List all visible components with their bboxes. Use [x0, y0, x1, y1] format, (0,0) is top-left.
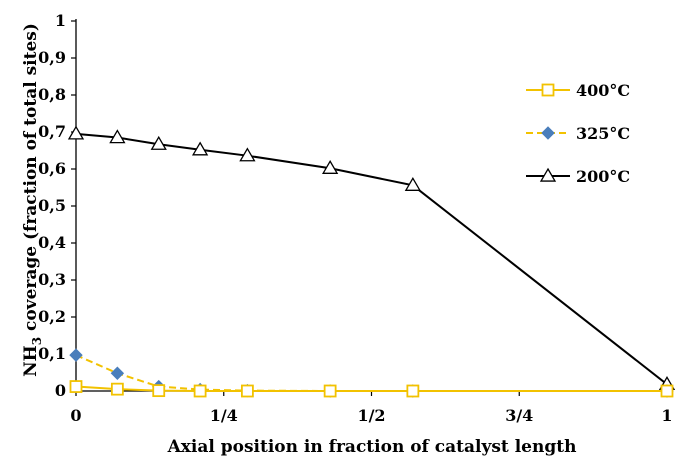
series-line	[75, 132, 668, 386]
y-tick-label: 0,8	[38, 85, 66, 104]
y-tick-label: 0,5	[38, 196, 66, 215]
data-point	[69, 348, 83, 362]
y-tick-label: 0	[55, 381, 66, 400]
data-point	[109, 129, 126, 144]
x-tick-label: 1/4	[210, 406, 238, 425]
x-tick-label: 3/4	[505, 406, 533, 425]
y-tick-label: 0,2	[38, 307, 66, 326]
y-tick-label: 0,9	[38, 48, 66, 67]
y-tick-label: 1	[55, 11, 66, 30]
series-layer	[67, 125, 676, 398]
data-point	[406, 384, 420, 398]
y-axis-title-subscript: 3	[30, 337, 44, 345]
data-point	[191, 141, 209, 156]
data-point	[69, 380, 83, 393]
y-tick-label: 0,7	[38, 122, 66, 141]
legend-item: 200°C	[526, 167, 630, 186]
y-axis-ticks: 0 0,1 0,2 0,3 0,4 0,5 0,6 0,7 0,8 0,9 1	[38, 11, 76, 400]
data-point	[152, 384, 166, 398]
legend-marker	[539, 167, 557, 182]
y-tick-label: 0,1	[38, 344, 66, 363]
data-point	[239, 147, 256, 162]
y-tick-label: 0,6	[38, 159, 66, 178]
x-tick-label: 0	[70, 406, 81, 425]
legend-marker	[541, 83, 555, 97]
data-point	[110, 382, 124, 396]
series-0	[69, 380, 674, 398]
data-point	[150, 135, 167, 150]
x-tick-label: 1/2	[357, 406, 385, 425]
series-line	[75, 385, 667, 392]
data-point	[323, 384, 337, 398]
legend-label: 400°C	[576, 81, 630, 100]
legend-item: 325°C	[526, 124, 630, 143]
y-axis-title: NH3 coverage (fraction of total sites)	[21, 23, 44, 377]
data-point	[110, 366, 125, 380]
y-tick-label: 0,3	[38, 270, 66, 289]
y-axis-title-rest: coverage (fraction of total sites)	[21, 23, 41, 337]
plot-area	[75, 19, 667, 392]
series-2	[67, 125, 676, 391]
x-axis-title: Axial position in fraction of catalyst l…	[167, 437, 577, 457]
legend-label: 325°C	[576, 124, 630, 143]
data-point	[67, 125, 85, 140]
data-point	[240, 384, 254, 398]
y-tick-label: 0,4	[38, 233, 66, 252]
legend-item: 400°C	[526, 81, 630, 100]
legend-label: 200°C	[576, 167, 630, 186]
legend-marker	[541, 126, 555, 140]
legend: 400°C 325°C 200°C	[526, 81, 630, 186]
x-tick-label: 1	[661, 406, 672, 425]
data-point	[660, 384, 674, 398]
data-point	[322, 159, 339, 174]
data-point	[193, 384, 207, 398]
data-point	[404, 176, 421, 191]
y-axis-title-main: NH	[21, 345, 41, 377]
